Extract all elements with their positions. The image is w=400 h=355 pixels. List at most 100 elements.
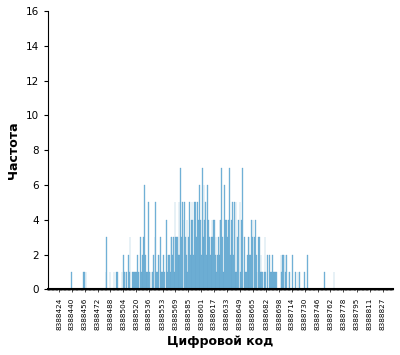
Bar — [200, 220, 201, 289]
Bar — [149, 272, 150, 289]
Bar — [135, 272, 136, 289]
Bar — [216, 272, 217, 289]
Bar — [283, 255, 284, 289]
Bar — [256, 272, 257, 289]
Bar — [295, 272, 296, 289]
Bar — [237, 237, 238, 289]
Bar — [132, 272, 133, 289]
Bar — [185, 237, 186, 289]
Bar — [276, 272, 277, 289]
Bar — [209, 237, 210, 289]
Bar — [244, 272, 245, 289]
Bar — [274, 272, 275, 289]
Bar — [299, 272, 300, 289]
Bar — [128, 255, 129, 289]
Bar — [174, 272, 175, 289]
Bar — [249, 255, 250, 289]
Bar — [227, 237, 228, 289]
Bar — [126, 272, 127, 289]
Bar — [213, 220, 214, 289]
Bar — [229, 168, 230, 289]
Bar — [198, 220, 199, 289]
Bar — [181, 237, 182, 289]
Bar — [208, 220, 209, 289]
Bar — [179, 202, 180, 289]
Bar — [117, 272, 118, 289]
Bar — [171, 237, 172, 289]
Bar — [235, 272, 236, 289]
Bar — [187, 220, 188, 289]
Bar — [153, 255, 154, 289]
Bar — [167, 255, 168, 289]
Bar — [141, 272, 142, 289]
Bar — [184, 202, 185, 289]
Bar — [228, 220, 229, 289]
Bar — [168, 255, 169, 289]
Bar — [152, 272, 153, 289]
Bar — [183, 220, 184, 289]
Bar — [178, 255, 179, 289]
Bar — [123, 255, 124, 289]
Bar — [197, 202, 198, 289]
Bar — [223, 272, 224, 289]
Bar — [190, 255, 191, 289]
Bar — [83, 272, 84, 289]
Bar — [241, 220, 242, 289]
Bar — [191, 220, 192, 289]
Bar — [240, 272, 241, 289]
Bar — [182, 202, 183, 289]
Bar — [205, 202, 206, 289]
Bar — [286, 255, 287, 289]
Bar — [147, 272, 148, 289]
Bar — [194, 202, 195, 289]
Bar — [211, 237, 212, 289]
Bar — [224, 185, 225, 289]
Bar — [145, 255, 146, 289]
Bar — [265, 272, 266, 289]
Bar — [134, 272, 135, 289]
Bar — [160, 237, 161, 289]
Bar — [158, 255, 159, 289]
Bar — [195, 202, 196, 289]
Bar — [255, 220, 256, 289]
Bar — [289, 272, 290, 289]
Bar — [156, 272, 157, 289]
Bar — [275, 272, 276, 289]
Bar — [192, 220, 193, 289]
Bar — [215, 255, 216, 289]
Bar — [189, 202, 190, 289]
Bar — [129, 272, 130, 289]
Bar — [218, 237, 219, 289]
Bar — [214, 220, 215, 289]
Bar — [272, 255, 273, 289]
Bar — [71, 272, 72, 289]
Bar — [232, 202, 233, 289]
Bar — [285, 255, 286, 289]
Bar — [142, 272, 143, 289]
Bar — [136, 272, 137, 289]
Bar — [180, 168, 181, 289]
Bar — [251, 220, 252, 289]
Bar — [242, 168, 243, 289]
Bar — [233, 255, 234, 289]
Bar — [154, 237, 155, 289]
Bar — [210, 255, 211, 289]
Bar — [202, 168, 203, 289]
Bar — [124, 272, 125, 289]
Bar — [173, 237, 174, 289]
Bar — [222, 237, 223, 289]
Bar — [245, 272, 246, 289]
Bar — [236, 272, 237, 289]
Bar — [144, 185, 145, 289]
Bar — [207, 185, 208, 289]
Bar — [162, 272, 163, 289]
Bar — [140, 237, 141, 289]
Bar — [188, 237, 189, 289]
Bar — [307, 255, 308, 289]
Bar — [164, 272, 165, 289]
Bar — [186, 255, 187, 289]
Bar — [264, 237, 265, 289]
Bar — [206, 255, 207, 289]
Bar — [292, 255, 293, 289]
Bar — [212, 237, 213, 289]
